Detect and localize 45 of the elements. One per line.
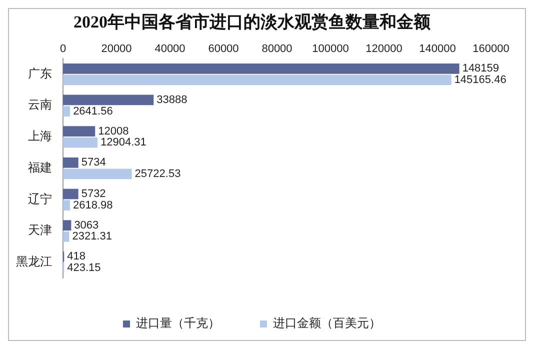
data-label: 418: [67, 250, 86, 263]
bar: [63, 63, 460, 74]
bar: [63, 126, 96, 137]
x-tick-label: 0: [60, 43, 66, 56]
data-label: 2618.98: [73, 199, 113, 212]
y-tick-label: 广东: [28, 66, 52, 80]
bar: [63, 200, 70, 210]
y-tick-label: 黑龙江: [16, 254, 52, 268]
bar: [63, 137, 98, 148]
data-label: 12904.31: [100, 136, 146, 149]
y-tick-label: 辽宁: [28, 192, 52, 206]
y-tick-label: 云南: [28, 98, 52, 112]
data-label: 12008: [98, 125, 129, 138]
x-tick-label: 40000: [154, 43, 186, 56]
y-tick-label: 福建: [28, 160, 52, 174]
y-tick-label: 天津: [28, 223, 52, 238]
data-label: 5732: [81, 188, 106, 200]
data-label: 3063: [74, 219, 99, 232]
data-label: 423.15: [67, 262, 101, 274]
data-label: 33888: [156, 94, 188, 106]
bar: [63, 157, 78, 168]
x-tick-label: 160000: [472, 43, 510, 56]
x-tick-label: 20000: [101, 43, 132, 56]
x-tick-label: 120000: [366, 43, 402, 56]
legend-label: 进口金额（百美元）: [273, 316, 381, 330]
bar: [63, 106, 70, 116]
data-label: 25722.53: [134, 168, 181, 180]
x-tick-label: 60000: [208, 43, 239, 56]
bar: [63, 188, 78, 200]
data-label: 2641.56: [73, 105, 113, 118]
data-label: 145165.46: [454, 74, 506, 86]
bar: [63, 231, 70, 242]
data-label: 2321.31: [72, 230, 112, 243]
x-tick-label: 100000: [312, 43, 349, 56]
data-label: 148159: [462, 62, 500, 75]
x-tick-label: 80000: [262, 43, 292, 56]
legend-label: 进口量（千克）: [136, 316, 220, 330]
data-label: 5734: [81, 156, 106, 169]
bar: [63, 94, 154, 106]
x-tick-label: 140000: [419, 43, 456, 56]
y-tick-label: 上海: [28, 129, 52, 144]
bar: [63, 220, 72, 231]
bar: [63, 168, 132, 180]
chart-title: 2020年中国各省市进口的淡水观赏鱼数量和金额: [74, 12, 432, 32]
bar: [63, 74, 452, 86]
